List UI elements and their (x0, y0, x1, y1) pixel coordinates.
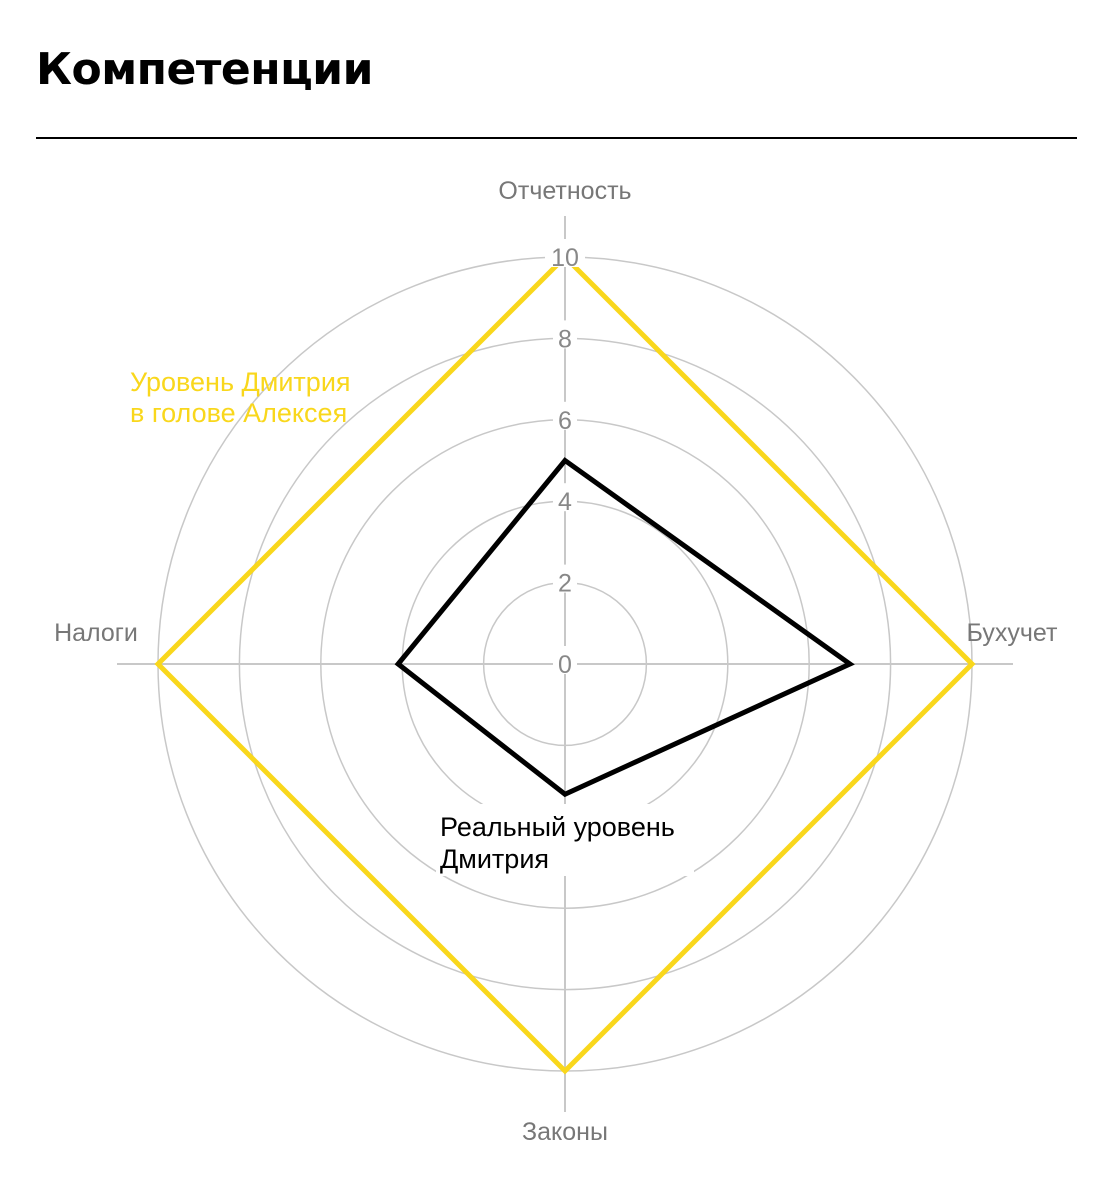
tick-label-bg-2 (553, 564, 577, 593)
axis-label-1: Отчетность (498, 177, 631, 205)
ideal-level-annotation-line-1: Уровень Дмитрия (130, 367, 351, 397)
tick-label-bg-4 (553, 483, 577, 512)
real-level-annotation-bg (436, 804, 694, 876)
real-level-polygon (394, 457, 855, 798)
ideal-level-annotation-line-2: в голове Алексея (130, 398, 347, 428)
tick-label-2: 2 (558, 570, 572, 598)
tick-label-10: 10 (551, 244, 579, 272)
tick-label-bg-0 (553, 646, 577, 674)
tick-label-0: 0 (558, 651, 572, 679)
tick-label-bg-6 (553, 401, 577, 430)
page-title: Компетенции (36, 44, 373, 95)
tick-label-6: 6 (558, 407, 572, 435)
tick-label-bg-10 (545, 239, 585, 267)
tick-label-4: 4 (558, 488, 572, 516)
ideal-level-annotation: Уровень Дмитрия в голове Алексея (130, 367, 351, 428)
real-level-annotation-line-1: Реальный уровень (440, 812, 675, 842)
real-level-annotation-line-2: Дмитрия (440, 844, 549, 874)
ideal-level-polygon (154, 253, 976, 1075)
label-layer: 0 2 4 6 8 10 Отчетность Бухучет Законы Налоги Реал… (54, 177, 1058, 1146)
tick-label-8: 8 (558, 325, 572, 353)
axis-label-4: Налоги (54, 619, 138, 647)
axis-label-3: Законы (522, 1118, 608, 1146)
series-layer (154, 253, 976, 1075)
title-divider (36, 137, 1077, 139)
tick-label-bg-8 (553, 320, 577, 349)
real-level-annotation: Реальный уровень Дмитрия (440, 812, 675, 874)
axis-label-2: Бухучет (967, 619, 1058, 647)
